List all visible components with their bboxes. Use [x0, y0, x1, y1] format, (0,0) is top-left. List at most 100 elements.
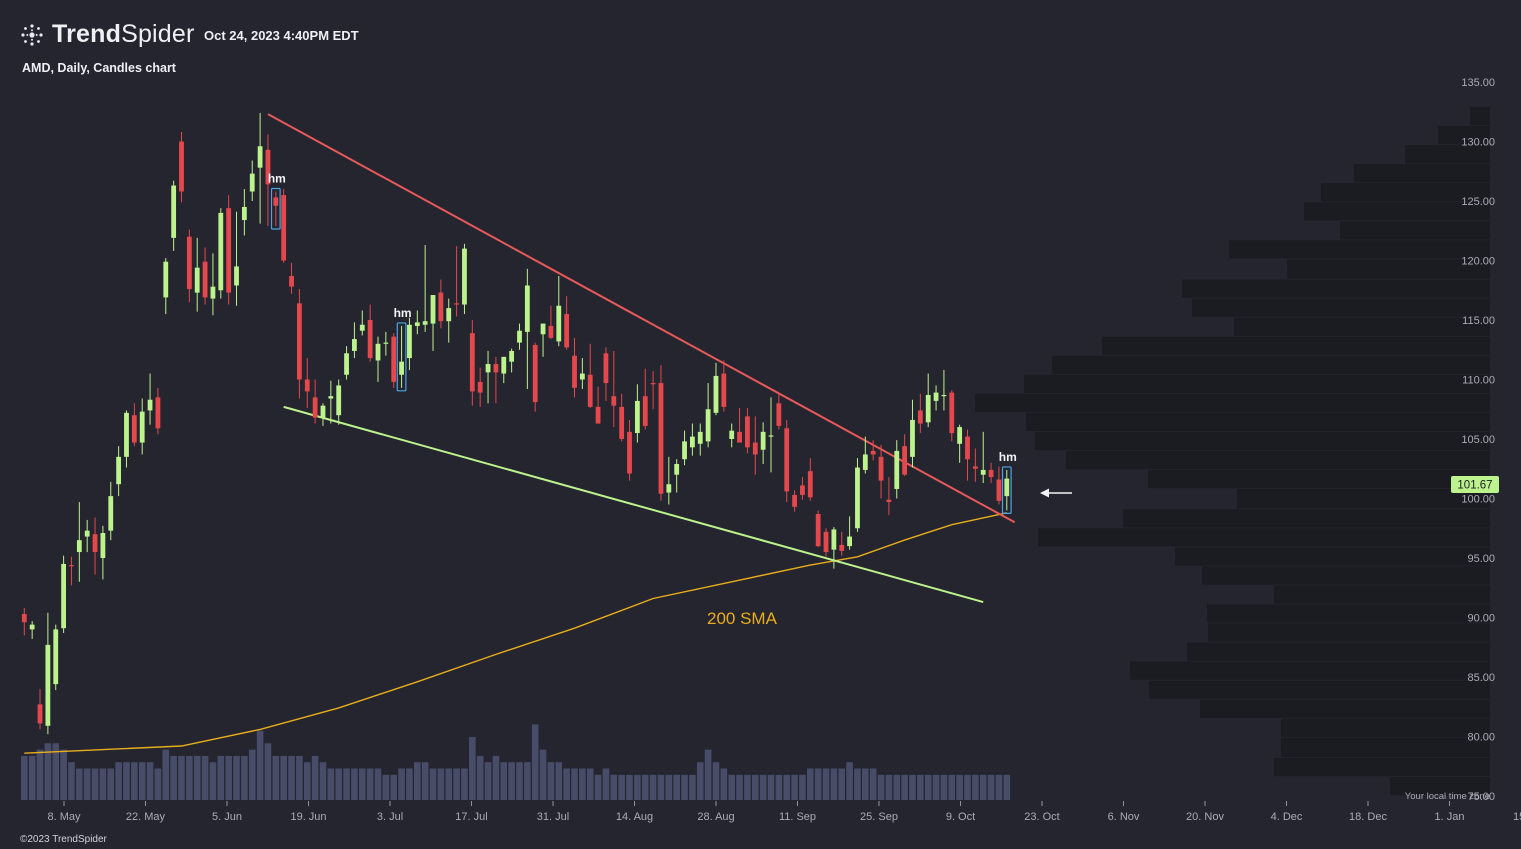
candle-body	[690, 436, 695, 448]
candle-body	[800, 485, 805, 495]
volume-bar	[775, 774, 783, 800]
candle-body	[674, 463, 680, 475]
volume-bar	[571, 768, 578, 800]
volume-bar	[940, 774, 948, 800]
x-tick-label: 6. Nov	[1108, 811, 1140, 823]
candle	[776, 392, 782, 430]
volume-bar	[948, 774, 956, 800]
candle	[760, 422, 766, 464]
candle-body	[737, 431, 742, 443]
candle-body	[705, 409, 711, 442]
y-tick-label: 125.00	[1461, 196, 1495, 208]
candle-body	[760, 431, 766, 450]
volume-bar	[783, 774, 791, 800]
volume-bar	[563, 768, 570, 800]
candle	[925, 373, 931, 428]
lower-trendline	[283, 405, 984, 603]
volume-profile-bar	[1202, 566, 1490, 585]
volume-bar	[343, 768, 350, 800]
volume-bar	[170, 755, 177, 800]
candle-body	[611, 396, 617, 406]
candle	[163, 258, 169, 315]
volume-profile-bar	[1024, 374, 1490, 393]
volume-bar	[217, 755, 225, 800]
trendspider-logo[interactable]: TrendSpider	[18, 20, 195, 49]
header: TrendSpider Oct 24, 2023 4:40PM EDT AMD,…	[0, 0, 1521, 80]
candle	[674, 459, 680, 493]
candle	[579, 358, 585, 390]
candle-body	[642, 396, 648, 426]
candle	[155, 387, 161, 435]
candle	[477, 367, 483, 407]
volume-bar	[382, 774, 390, 800]
volume-profile	[975, 106, 1490, 796]
volume-bar	[335, 768, 342, 800]
volume-bar	[618, 774, 625, 800]
volume-bar	[484, 762, 492, 800]
brand-name: TrendSpider	[52, 20, 195, 48]
candle-body	[493, 364, 499, 373]
volume-bar	[154, 768, 162, 800]
candle-body	[980, 469, 986, 475]
candle-body	[383, 342, 389, 344]
volume-profile-bar	[1148, 469, 1490, 489]
candle	[462, 243, 467, 315]
candle	[218, 208, 224, 299]
y-tick-label: 120.00	[1461, 256, 1495, 268]
candle-body	[713, 375, 719, 413]
y-tick-label: 115.00	[1462, 315, 1495, 327]
candle-body	[501, 356, 507, 374]
candle	[45, 612, 51, 735]
candle	[202, 247, 208, 305]
volume-bar	[673, 774, 680, 800]
candle-body	[650, 383, 656, 385]
candle	[375, 336, 381, 382]
candle-body	[241, 206, 247, 221]
volume-bar	[854, 768, 861, 800]
volume-profile-bar	[1340, 221, 1490, 240]
candle-body	[21, 613, 27, 623]
pattern-box	[270, 187, 281, 230]
chart-title: AMD, Daily, Candles chart	[22, 61, 176, 75]
candle	[800, 477, 805, 500]
candle-body	[312, 397, 318, 418]
candle-body	[454, 303, 459, 305]
volume-bar	[178, 755, 185, 800]
candle	[509, 348, 515, 373]
candle-body	[572, 355, 577, 388]
y-tick-label: 90.00	[1467, 613, 1495, 625]
volume-bar	[256, 730, 264, 800]
candle	[839, 531, 845, 556]
volume-bar	[956, 774, 963, 800]
candle-body	[807, 471, 813, 498]
candle-body	[257, 146, 263, 168]
candle	[131, 403, 137, 447]
volume-profile-bar	[1234, 317, 1490, 336]
volume-bar	[68, 762, 75, 800]
candle	[53, 624, 59, 691]
candle-body	[37, 704, 43, 724]
volume-bar	[531, 724, 539, 800]
candle	[414, 310, 420, 335]
candle	[831, 527, 837, 569]
candle	[650, 371, 656, 410]
candle-body	[171, 185, 177, 238]
candle-body	[752, 442, 758, 455]
candle	[658, 365, 664, 501]
volume-bar	[917, 774, 924, 800]
volume-bar	[225, 755, 232, 800]
candle-body	[996, 479, 1002, 501]
volume-bar	[91, 768, 99, 800]
candle	[273, 191, 279, 226]
volume-bar	[964, 774, 971, 800]
candle	[281, 189, 287, 263]
volume-bar	[209, 762, 217, 800]
candle	[61, 555, 66, 633]
candle-body	[517, 330, 522, 343]
candle-body	[45, 644, 51, 726]
candle	[697, 423, 703, 456]
candle-body	[776, 403, 782, 426]
candle-body	[61, 563, 66, 629]
candle	[517, 323, 522, 350]
